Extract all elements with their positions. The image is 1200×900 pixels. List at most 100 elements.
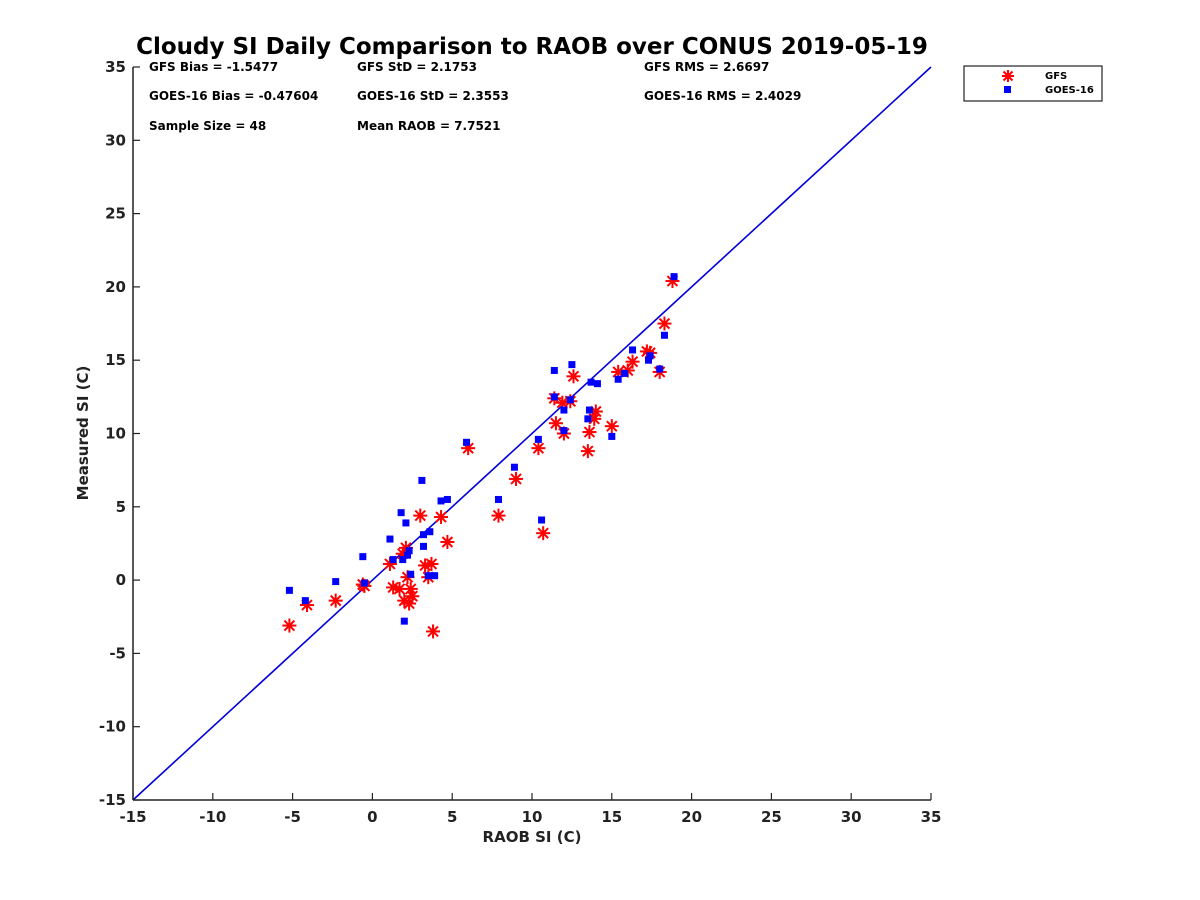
x-tick-label: 15 — [601, 808, 622, 826]
gfs-point — [491, 508, 506, 523]
gfs-point — [402, 596, 417, 611]
goes-16-point — [407, 570, 415, 578]
legend-box — [963, 65, 1103, 102]
stat-goes-bias: GOES-16 Bias = -0.47604 — [149, 89, 318, 103]
goes-16-point — [587, 378, 595, 386]
goes-16-point — [566, 396, 574, 404]
goes-16-point — [629, 346, 637, 354]
goes-16-point — [494, 495, 502, 503]
x-tick-label: 35 — [921, 808, 942, 826]
y-tick-label: -5 — [109, 644, 126, 662]
stat-gfs-rms: GFS RMS = 2.6697 — [644, 60, 769, 74]
gfs-point — [582, 425, 597, 440]
goes-16-point — [463, 438, 471, 446]
goes-16-point — [360, 579, 368, 587]
y-axis-label: Measured SI (C) — [74, 366, 92, 501]
gfs-point — [657, 316, 672, 331]
gfs-point — [548, 416, 563, 431]
gfs-point — [625, 354, 640, 369]
goes-16-point — [419, 542, 427, 550]
stat-goes-std: GOES-16 StD = 2.3553 — [357, 89, 509, 103]
y-tick-label: 20 — [105, 278, 126, 296]
goes-16-point — [614, 375, 622, 383]
goes-16-point — [402, 519, 410, 527]
y-tick-label: 5 — [116, 498, 126, 516]
stat-sample-size: Sample Size = 48 — [149, 119, 266, 133]
goes-16-point — [301, 597, 309, 605]
y-tick-label: 15 — [105, 351, 126, 369]
gfs-point — [509, 471, 524, 486]
stat-mean-raob: Mean RAOB = 7.7521 — [357, 119, 501, 133]
goes-16-point — [399, 556, 407, 564]
x-tick-label: 30 — [841, 808, 862, 826]
goes-16-point — [426, 528, 434, 536]
legend: GFS GOES-16 — [963, 65, 1103, 102]
goes-16-point — [389, 556, 397, 564]
one-to-one-line — [132, 66, 932, 801]
y-tick-label: 0 — [116, 571, 126, 589]
goes-16-point — [608, 432, 616, 440]
goes-16-point — [645, 356, 653, 364]
gfs-point — [531, 441, 546, 456]
goes-16-point — [534, 435, 542, 443]
goes-16-point — [443, 495, 451, 503]
chart-title: Cloudy SI Daily Comparison to RAOB over … — [136, 34, 928, 60]
goes-16-point — [568, 361, 576, 369]
legend-label-gfs: GFS — [1045, 71, 1067, 82]
gfs-point — [434, 510, 449, 525]
y-tick-label: 10 — [105, 425, 126, 443]
goes-16-point — [332, 578, 340, 586]
goes-16-point — [660, 331, 668, 339]
x-ticks: -15 -10 -5 0 5 10 15 20 25 30 35 — [119, 793, 941, 826]
gfs-point — [566, 369, 581, 384]
goes-16-point — [593, 380, 601, 388]
x-tick-label: -10 — [199, 808, 226, 826]
x-tick-label: -5 — [284, 808, 301, 826]
goes-16-point — [550, 366, 558, 374]
y-tick-label: 35 — [105, 58, 126, 76]
gfs-point — [282, 618, 297, 633]
x-tick-label: 10 — [522, 808, 543, 826]
goes-16-point — [584, 415, 592, 423]
stats-annotations: GFS Bias = -1.5477 GFS StD = 2.1753 GFS … — [149, 60, 801, 133]
goes-16-point — [437, 497, 445, 505]
goes-16-point — [386, 535, 394, 543]
gfs-point — [424, 556, 439, 571]
goes-16-point — [424, 572, 432, 580]
data-points-layer — [282, 273, 680, 639]
legend-gfs-marker-icon — [1002, 70, 1014, 82]
gfs-point — [426, 624, 441, 639]
stat-gfs-std: GFS StD = 2.1753 — [357, 60, 477, 74]
gfs-point — [328, 593, 343, 608]
stat-gfs-bias: GFS Bias = -1.5477 — [149, 60, 278, 74]
x-tick-label: -15 — [119, 808, 146, 826]
x-tick-label: 25 — [761, 808, 782, 826]
x-tick-label: 0 — [367, 808, 377, 826]
goes-16-point — [431, 572, 439, 580]
goes-16-point — [510, 463, 518, 471]
x-tick-label: 5 — [447, 808, 457, 826]
goes-16-point — [359, 553, 367, 561]
y-tick-label: -15 — [99, 791, 126, 809]
stat-goes-rms: GOES-16 RMS = 2.4029 — [644, 89, 801, 103]
goes-16-point — [585, 406, 593, 414]
legend-label-goes: GOES-16 — [1045, 85, 1094, 96]
y-tick-label: 30 — [105, 131, 126, 149]
goes-16-point — [397, 509, 405, 517]
goes-16-point — [400, 617, 408, 625]
goes-16-point — [656, 365, 664, 373]
gfs-point — [405, 589, 420, 604]
gfs-point — [580, 444, 595, 459]
goes-16-point — [404, 551, 412, 559]
gfs-point — [604, 419, 619, 434]
goes-16-point — [560, 427, 568, 435]
gfs-point — [440, 534, 455, 549]
goes-16-point — [419, 531, 427, 539]
goes-16-point — [670, 273, 678, 281]
x-axis-label: RAOB SI (C) — [483, 828, 582, 846]
goes-16-point — [621, 369, 629, 377]
goes-16-point — [646, 352, 654, 360]
gfs-point — [536, 526, 551, 541]
y-ticks: -15 -10 -5 0 5 10 15 20 25 30 35 — [99, 58, 140, 809]
